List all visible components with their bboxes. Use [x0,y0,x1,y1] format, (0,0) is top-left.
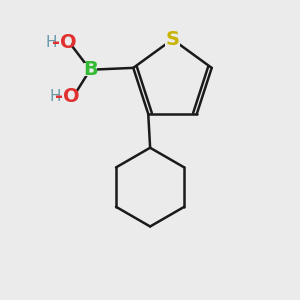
Text: -O: -O [55,87,80,106]
FancyBboxPatch shape [40,36,71,50]
FancyBboxPatch shape [165,32,180,46]
FancyBboxPatch shape [84,63,97,76]
FancyBboxPatch shape [43,90,75,104]
Text: H: H [46,35,57,50]
Text: H: H [50,89,61,104]
Text: B: B [83,60,98,79]
Text: S: S [166,30,179,49]
Text: -O: -O [52,33,76,52]
